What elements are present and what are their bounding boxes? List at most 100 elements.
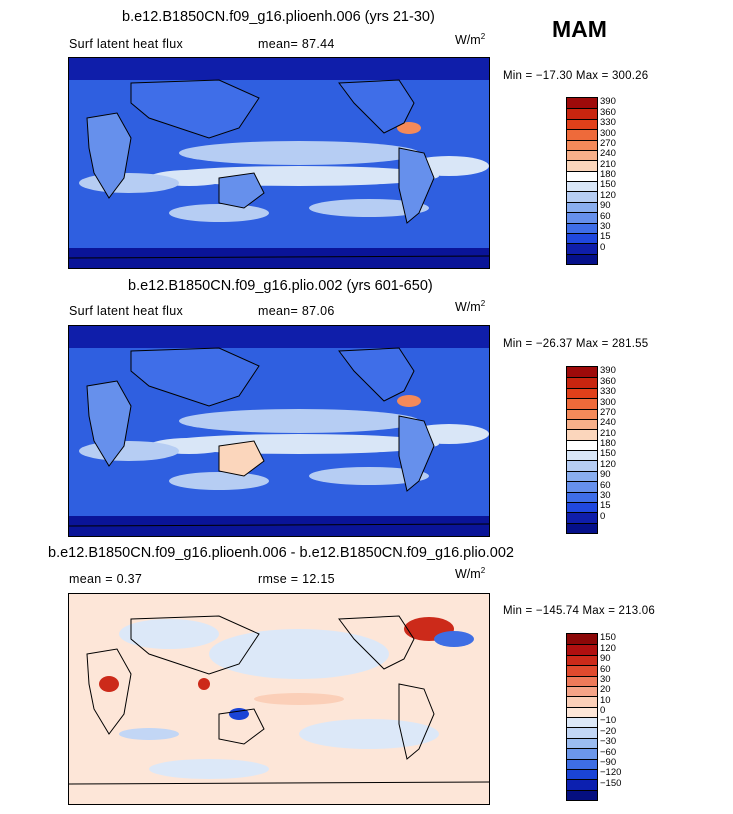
colorbar-tick-label: 240 (600, 148, 616, 160)
colorbar-tick-label: 180 (600, 438, 616, 449)
colorbar-segment (567, 522, 597, 533)
colorbar-tick-label: 180 (600, 169, 616, 180)
colorbar-segment (567, 439, 597, 450)
colorbar-segment (567, 634, 597, 645)
colorbar-tick-label: −30 (600, 736, 617, 748)
colorbar-tick-label: 30 (600, 673, 611, 685)
panel-3-title: b.e12.B1850CN.f09_g16.plioenh.006 - b.e1… (48, 545, 514, 561)
colorbar-segment (567, 367, 597, 378)
colorbar-segment (567, 758, 597, 769)
colorbar-segment (567, 191, 597, 202)
panel-3-units: W/m2 (455, 566, 486, 582)
colorbar-segment (567, 706, 597, 717)
colorbar-segment (567, 387, 597, 399)
colorbar-segment (567, 717, 597, 728)
colorbar-segment (567, 737, 597, 749)
panel-2-title: b.e12.B1850CN.f09_g16.plio.002 (yrs 601-… (128, 278, 433, 294)
colorbar-segment (567, 450, 597, 461)
colorbar-segment (567, 108, 597, 119)
colorbar-tick-label: −10 (600, 715, 617, 727)
panel-1-map (68, 57, 490, 269)
colorbar-tick-label: 300 (600, 127, 616, 139)
season-label: MAM (552, 16, 607, 42)
colorbar-tick-label: −20 (600, 725, 617, 737)
colorbar-segment (567, 212, 597, 223)
colorbar-tick-label: 30 (600, 220, 611, 232)
colorbar-segment (567, 748, 597, 759)
panel-2-colorbar (566, 366, 598, 534)
colorbar-tick-label: 240 (600, 417, 616, 429)
colorbar-tick-label: 60 (600, 479, 611, 491)
panel-1-title: b.e12.B1850CN.f09_g16.plioenh.006 (yrs 2… (122, 9, 435, 25)
panel-2-mean-label: mean= 87.06 (258, 304, 335, 318)
colorbar-tick-label: −60 (600, 746, 617, 758)
panel-2-map (68, 325, 490, 537)
colorbar-tick-label: 270 (600, 406, 616, 418)
colorbar-segment (567, 665, 597, 676)
colorbar-tick-label: −120 (600, 767, 622, 779)
colorbar-segment (567, 470, 597, 482)
colorbar-tick-label: −90 (600, 756, 617, 768)
colorbar-segment (567, 201, 597, 213)
colorbar-tick-label: 0 (600, 705, 606, 716)
colorbar-tick-label: 120 (600, 642, 616, 654)
colorbar-segment (567, 222, 597, 233)
panel-3-colorbar (566, 633, 598, 801)
panel-1-map-svg (69, 58, 489, 268)
colorbar-tick-label: 60 (600, 663, 611, 675)
colorbar-tick-label: 15 (600, 231, 611, 243)
colorbar-tick-label: 150 (600, 179, 616, 191)
colorbar-segment (567, 139, 597, 150)
colorbar-tick-label: 120 (600, 189, 616, 201)
colorbar-tick-label: 150 (600, 448, 616, 460)
colorbar-tick-label: 390 (600, 365, 616, 377)
colorbar-tick-label: 270 (600, 137, 616, 149)
colorbar-segment (567, 675, 597, 686)
colorbar-segment (567, 398, 597, 409)
panel-2-units: W/m2 (455, 299, 486, 315)
colorbar-tick-label: 330 (600, 117, 616, 129)
colorbar-segment (567, 685, 597, 697)
colorbar-tick-label: 20 (600, 684, 611, 696)
colorbar-segment (567, 491, 597, 502)
colorbar-tick-label: 210 (600, 427, 616, 439)
colorbar-segment (567, 789, 597, 800)
colorbar-tick-label: 90 (600, 469, 611, 481)
colorbar-segment (567, 129, 597, 140)
colorbar-tick-label: 390 (600, 96, 616, 108)
colorbar-tick-label: 150 (600, 632, 616, 644)
colorbar-segment (567, 377, 597, 388)
colorbar-segment (567, 160, 597, 171)
colorbar-tick-label: 10 (600, 694, 611, 706)
colorbar-tick-label: 0 (600, 510, 606, 522)
panel-2-variable-label: Surf latent heat flux (69, 304, 184, 318)
colorbar-segment (567, 644, 597, 655)
panel-3-rmse-label: rmse = 12.15 (258, 572, 335, 586)
colorbar-tick-label: 90 (600, 653, 611, 665)
colorbar-segment (567, 418, 597, 430)
panel-3-minmax: Min = −145.74 Max = 213.06 (503, 605, 655, 617)
panel-1-colorbar (566, 97, 598, 265)
colorbar-tick-label: 15 (600, 500, 611, 512)
colorbar-segment (567, 429, 597, 440)
panel-3-map (68, 593, 490, 805)
colorbar-segment (567, 768, 597, 780)
colorbar-segment (567, 232, 597, 244)
colorbar-segment (567, 501, 597, 513)
colorbar-tick-label: 360 (600, 375, 616, 387)
colorbar-tick-label: 60 (600, 210, 611, 222)
colorbar-segment (567, 181, 597, 192)
colorbar-segment (567, 481, 597, 492)
colorbar-segment (567, 408, 597, 419)
panel-2-map-svg (69, 326, 489, 536)
colorbar-tick-label: 330 (600, 386, 616, 398)
colorbar-segment (567, 243, 597, 254)
colorbar-segment (567, 253, 597, 264)
panel-2-minmax: Min = −26.37 Max = 281.55 (503, 338, 649, 350)
panel-1-mean-label: mean= 87.44 (258, 37, 335, 51)
colorbar-tick-label: 90 (600, 200, 611, 212)
colorbar-segment (567, 696, 597, 707)
colorbar-segment (567, 779, 597, 790)
colorbar-tick-label: 0 (600, 241, 606, 253)
colorbar-tick-label: 360 (600, 106, 616, 118)
